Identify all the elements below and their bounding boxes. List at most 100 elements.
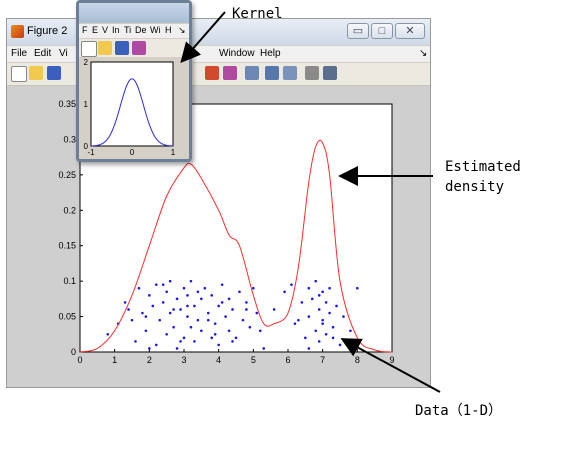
data-label: Data（1-D） [415, 403, 503, 419]
show-plot-tools-icon[interactable] [323, 66, 337, 80]
maximize-button[interactable]: □ [371, 23, 393, 39]
new-figure-icon[interactable] [11, 66, 27, 82]
data-point [200, 297, 203, 301]
data-point [307, 347, 311, 350]
kernel-menu-file[interactable]: F [82, 25, 88, 35]
menu-dock-arrow-icon[interactable]: ↘ [419, 48, 428, 59]
link-icon[interactable] [245, 66, 259, 80]
data-point [210, 336, 214, 340]
x-tick-label: 1 [112, 355, 117, 365]
estimated-density-label-line2: density [445, 179, 505, 195]
data-point [186, 294, 189, 297]
data-point [317, 294, 321, 297]
data-point [203, 286, 207, 290]
kernel-menu-desktop[interactable]: De [135, 25, 147, 35]
menu-window[interactable]: Window [219, 48, 255, 59]
menu-help[interactable]: Help [260, 48, 281, 59]
data-point [328, 311, 331, 315]
hide-plot-tools-icon[interactable] [305, 66, 319, 80]
data-point [307, 315, 311, 318]
y-tick-label: 0.25 [58, 170, 76, 180]
data-point [148, 347, 151, 350]
minimize-icon: ▭ [352, 25, 364, 37]
save-icon[interactable] [47, 66, 61, 80]
data-point [127, 308, 130, 311]
data-point [252, 286, 255, 290]
data-point [255, 311, 259, 315]
estimated-density-label-line1: Estimated [445, 159, 521, 175]
data-point [224, 315, 227, 318]
data-cursor-icon[interactable] [205, 66, 219, 80]
kernel-window-titlebar[interactable] [79, 3, 189, 23]
y-tick-label: 0.2 [63, 205, 76, 215]
y-tick-label: 0 [71, 347, 76, 357]
x-tick-label: 8 [355, 355, 360, 365]
kernel-open-icon[interactable] [98, 41, 112, 55]
data-point [297, 318, 300, 322]
data-point [193, 304, 196, 308]
kernel-menu-view[interactable]: V [102, 25, 109, 35]
brush-icon[interactable] [223, 66, 237, 80]
data-point [148, 294, 151, 297]
menu-view[interactable]: Vi [59, 48, 68, 59]
data-point [342, 315, 345, 318]
data-point [161, 301, 165, 304]
data-point [324, 332, 328, 336]
menu-file[interactable]: File [11, 48, 28, 59]
data-point [317, 308, 321, 311]
open-file-icon[interactable] [29, 66, 43, 80]
data-point [321, 318, 324, 322]
data-point [213, 322, 217, 325]
data-point [189, 279, 193, 283]
data-point [168, 279, 172, 283]
kernel-menu-dock-arrow-icon[interactable]: ↘ [178, 25, 186, 35]
data-point [189, 325, 193, 329]
data-point [310, 297, 314, 301]
x-tick-label: 9 [389, 355, 394, 365]
y-tick-label: 0.05 [58, 312, 76, 322]
data-point [317, 340, 321, 343]
data-point [290, 283, 293, 286]
data-point [210, 294, 214, 297]
kernel-brush-icon[interactable] [132, 41, 146, 55]
y-tick-label: 0.1 [63, 276, 76, 286]
data-point [231, 340, 234, 343]
data-point [241, 318, 245, 322]
kernel-x-tick-label: 0 [130, 148, 135, 157]
data-point [154, 343, 158, 347]
data-point [245, 301, 248, 304]
data-point [217, 304, 220, 308]
x-tick-label: 0 [77, 355, 82, 365]
matlab-icon [11, 25, 24, 38]
kernel-axes-box [90, 61, 174, 147]
data-point [321, 322, 324, 325]
data-point [206, 311, 210, 315]
kernel-menu-tools[interactable]: Ti [124, 25, 132, 35]
data-point [331, 325, 335, 329]
kernel-new-icon[interactable] [81, 41, 97, 57]
kernel-menu-window[interactable]: Wi [150, 25, 161, 35]
data-point [165, 290, 168, 294]
maximize-icon: □ [378, 25, 386, 37]
kernel-x-tick-label: -1 [87, 148, 95, 157]
data-point [227, 297, 231, 301]
kernel-x-tick-label: 1 [171, 148, 176, 157]
data-point [217, 343, 220, 347]
data-point [324, 301, 328, 304]
data-point [272, 308, 276, 311]
data-point [220, 283, 224, 286]
kernel-figure-window: F E V In Ti De Wi H ↘ -1 0 1 2 1 0 [76, 0, 192, 162]
window-title: Figure 2 [27, 25, 68, 37]
data-point [262, 347, 266, 350]
close-button[interactable]: ✕ [395, 23, 425, 39]
menu-edit[interactable]: Edit [34, 48, 52, 59]
kernel-menu-insert[interactable]: In [112, 25, 120, 35]
legend-icon[interactable] [283, 66, 297, 80]
minimize-button[interactable]: ▭ [347, 23, 369, 39]
kernel-save-icon[interactable] [115, 41, 129, 55]
data-point [258, 329, 262, 333]
data-point [245, 308, 248, 311]
kernel-menu-edit[interactable]: E [92, 25, 99, 35]
colorbar-icon[interactable] [265, 66, 279, 80]
kernel-menu-help[interactable]: H [165, 25, 172, 35]
